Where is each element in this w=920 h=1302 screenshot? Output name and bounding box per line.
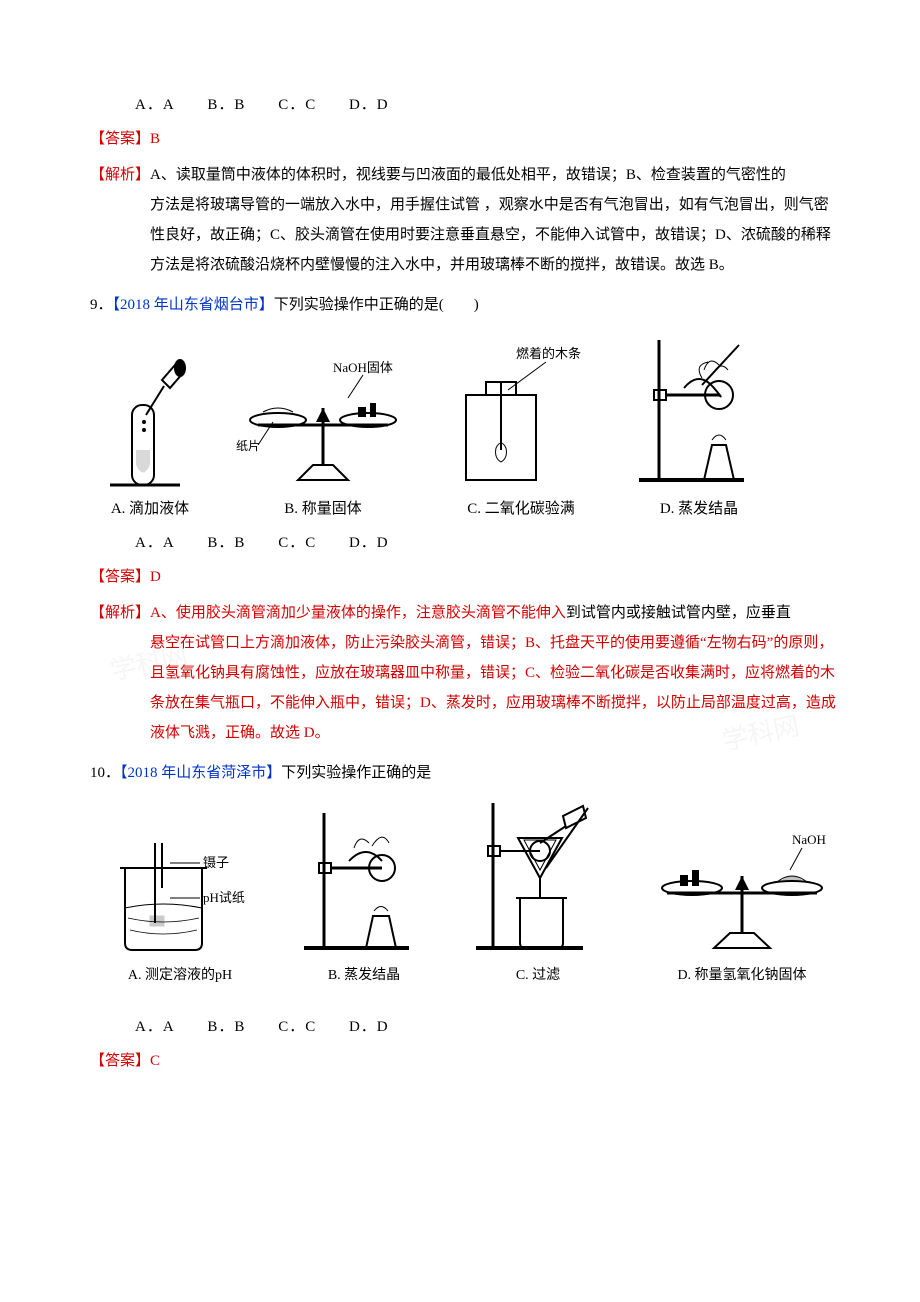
q9-fig-C: 燃着的木条 C. 二氧化碳验满 xyxy=(436,340,606,524)
q10-stem: 下列实验操作正确的是 xyxy=(281,765,431,781)
q8-analysis-label: 【解析】 xyxy=(90,167,150,183)
q10-source: 【2018 年山东省菏泽市】 xyxy=(120,765,281,781)
q8-option-B: B．B xyxy=(207,97,245,113)
q9: 9．【2018 年山东省烟台市】下列实验操作中正确的是( ) xyxy=(90,290,840,320)
q10-options: A．A B．B C．C D．D xyxy=(90,1012,840,1042)
q8-option-A: A．A xyxy=(135,97,175,113)
q9-fig-A: A. 滴加液体 xyxy=(90,350,210,524)
q10-number: 10． xyxy=(90,765,120,781)
q10-cap-B: B. 蒸发结晶 xyxy=(328,962,400,990)
q10-fig-A: 镊子 pH试纸 A. 测定溶液的pH xyxy=(100,828,260,990)
q10-cap-D: D. 称量氢氧化钠固体 xyxy=(677,962,806,990)
q9-options: A．A B．B C．C D．D xyxy=(90,528,840,558)
q9-stem: 下列实验操作中正确的是( ) xyxy=(274,297,479,313)
gas-bottle-splint-icon: 燃着的木条 xyxy=(436,340,606,490)
q10-cap-A: A. 测定溶液的pH xyxy=(128,962,232,990)
q9-option-D: D．D xyxy=(349,535,389,551)
q8-option-C: C．C xyxy=(278,97,316,113)
q8-analysis-body: 方法是将玻璃导管的一端放入水中，用手握住试管 ，观察水中是否有气泡冒出，如有气泡… xyxy=(90,190,840,280)
filtration-icon xyxy=(468,798,608,958)
q9-answer-label: 【答案】 xyxy=(90,569,150,585)
q10-fig-C: C. 过滤 xyxy=(468,798,608,990)
ph-paper-beaker-icon: 镊子 pH试纸 xyxy=(100,828,260,958)
q10-answer-label: 【答案】 xyxy=(90,1053,150,1069)
q9-fig-B-paper: 纸片 xyxy=(236,439,260,453)
q8-option-D: D．D xyxy=(349,97,389,113)
q9-option-B: B．B xyxy=(207,535,245,551)
q9-analysis-head: A、使用胶头滴管滴加少量液体的操作，注意胶头滴管不能伸入 xyxy=(150,605,566,621)
evaporation-icon xyxy=(294,808,434,958)
q9-source: 【2018 年山东省烟台市】 xyxy=(113,297,274,313)
q10-fig-A-paper: pH试纸 xyxy=(203,890,245,905)
q10-option-C: C．C xyxy=(278,1019,316,1035)
q9-analysis-label: 【解析】 xyxy=(90,605,150,621)
q9-fig-B-naoh: NaOH固体 xyxy=(333,360,393,375)
q10-figures: 镊子 pH试纸 A. 测定溶液的pH B. 蒸发结晶 xyxy=(100,798,840,990)
q9-figures: A. 滴加液体 NaOH固体 纸片 B. 称量固体 燃着的木条 xyxy=(90,330,840,524)
q10-option-B: B．B xyxy=(207,1019,245,1035)
balance-naoh-icon: NaOH xyxy=(642,828,842,958)
q9-option-A: A．A xyxy=(135,535,175,551)
q9-number: 9． xyxy=(90,297,113,313)
q10-answer: 【答案】C xyxy=(90,1046,840,1076)
q8-answer: 【答案】B xyxy=(90,124,840,154)
q9-analysis-body: 悬空在试管口上方滴加液体，防止污染胶头滴管，错误；B、托盘天平的使用要遵循“左物… xyxy=(90,628,840,748)
q9-cap-C: C. 二氧化碳验满 xyxy=(467,494,575,524)
q9-analysis: 学科网 学科网 【解析】A、使用胶头滴管滴加少量液体的操作，注意胶头滴管不能伸入… xyxy=(90,598,840,748)
q9-cap-A: A. 滴加液体 xyxy=(111,494,189,524)
q10: 10．【2018 年山东省菏泽市】下列实验操作正确的是 xyxy=(90,758,840,788)
q9-fig-D: D. 蒸发结晶 xyxy=(624,330,774,524)
q10-fig-B: B. 蒸发结晶 xyxy=(294,808,434,990)
q10-option-D: D．D xyxy=(349,1019,389,1035)
q8-answer-value: B xyxy=(150,131,160,147)
dropper-tube-icon xyxy=(90,350,210,490)
q8-options: A．A B．B C．C D．D xyxy=(90,90,840,120)
q9-cap-B: B. 称量固体 xyxy=(284,494,362,524)
q10-fig-D: NaOH D. 称量氢氧化钠固体 xyxy=(642,828,842,990)
q10-option-A: A．A xyxy=(135,1019,175,1035)
q10-fig-D-naoh: NaOH xyxy=(792,832,826,847)
q9-answer-value: D xyxy=(150,569,161,585)
evaporation-icon xyxy=(624,330,774,490)
q9-option-C: C．C xyxy=(278,535,316,551)
q10-fig-A-tweezer: 镊子 xyxy=(203,855,229,870)
balance-icon: NaOH固体 纸片 xyxy=(228,350,418,490)
q10-cap-C: C. 过滤 xyxy=(516,962,560,990)
q9-analysis-mid: 到试管内或接触试管内壁，应垂直 xyxy=(566,605,791,621)
q9-answer: 【答案】D xyxy=(90,562,840,592)
q9-cap-D: D. 蒸发结晶 xyxy=(660,494,738,524)
q10-answer-value: C xyxy=(150,1053,160,1069)
q8-analysis-head: A、读取量筒中液体的体积时，视线要与凹液面的最低处相平，故错误；B、检查装置的气… xyxy=(150,167,786,183)
q9-fig-B: NaOH固体 纸片 B. 称量固体 xyxy=(228,350,418,524)
q9-fig-C-burning: 燃着的木条 xyxy=(516,346,581,361)
q8-analysis: 【解析】A、读取量筒中液体的体积时，视线要与凹液面的最低处相平，故错误；B、检查… xyxy=(90,160,840,280)
q8-answer-label: 【答案】 xyxy=(90,131,150,147)
